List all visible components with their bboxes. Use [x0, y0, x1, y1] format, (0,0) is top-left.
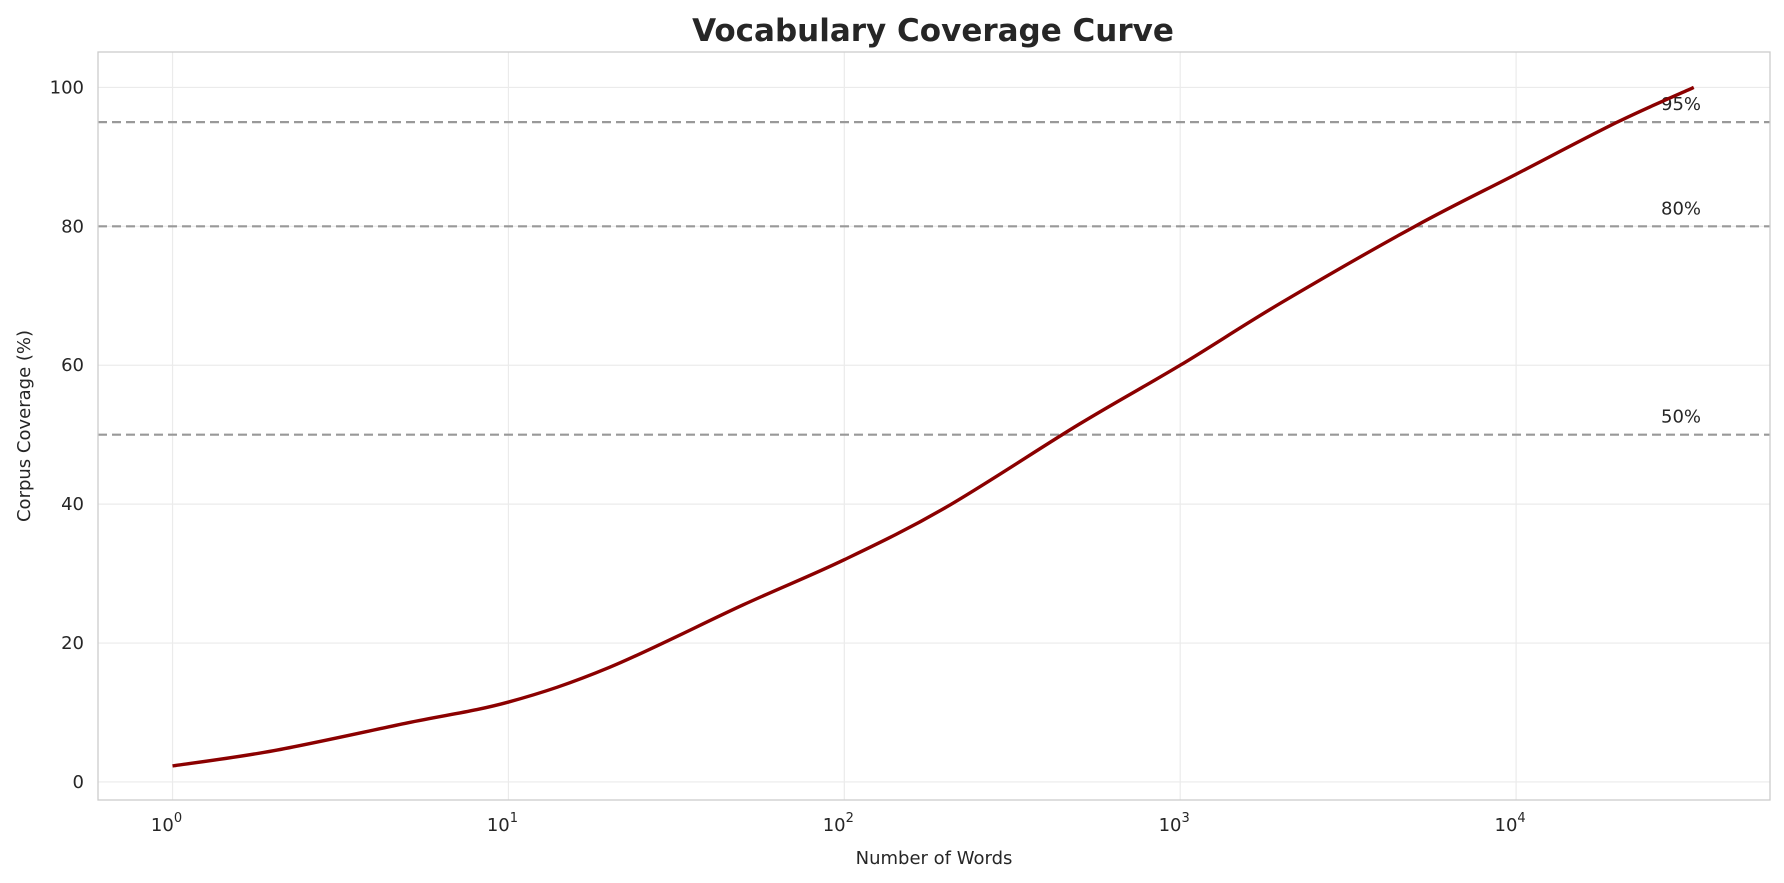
x-tick-label: 100 [151, 811, 182, 836]
x-tick-label: 101 [487, 811, 518, 836]
y-tick-label: 20 [61, 633, 84, 654]
y-tick-label: 40 [61, 494, 84, 515]
x-tick-exponent: 0 [174, 811, 182, 826]
x-tick-exponent: 2 [846, 811, 854, 826]
reference-label: 80% [1661, 198, 1701, 219]
x-tick-label: 102 [823, 811, 854, 836]
x-ticks: 100 101 102 103 104 [151, 811, 1526, 836]
series [172, 85, 1695, 768]
y-tick-label: 60 [61, 355, 84, 376]
plot-frame [97, 51, 1771, 801]
x-tick-label: 103 [1159, 811, 1190, 836]
reference-label: 50% [1661, 407, 1701, 428]
y-axis-label: Corpus Coverage (%) [14, 330, 35, 522]
grid [98, 52, 1770, 800]
y-tick-label: 0 [73, 772, 84, 793]
x-tick-label: 104 [1495, 811, 1526, 836]
y-tick-label: 80 [61, 216, 84, 237]
reference-lines: 95% 80% 50% [98, 94, 1770, 436]
x-tick-exponent: 1 [510, 811, 518, 826]
y-tick-label: 100 [50, 77, 84, 98]
x-tick-exponent: 4 [1517, 811, 1525, 826]
coverage-line [172, 85, 1695, 768]
x-axis-label: Number of Words [856, 848, 1013, 869]
chart-title: Vocabulary Coverage Curve [692, 13, 1174, 49]
y-ticks: 0 20 40 60 80 100 [50, 77, 84, 793]
x-tick-exponent: 3 [1182, 811, 1190, 826]
reference-label: 95% [1661, 94, 1701, 115]
